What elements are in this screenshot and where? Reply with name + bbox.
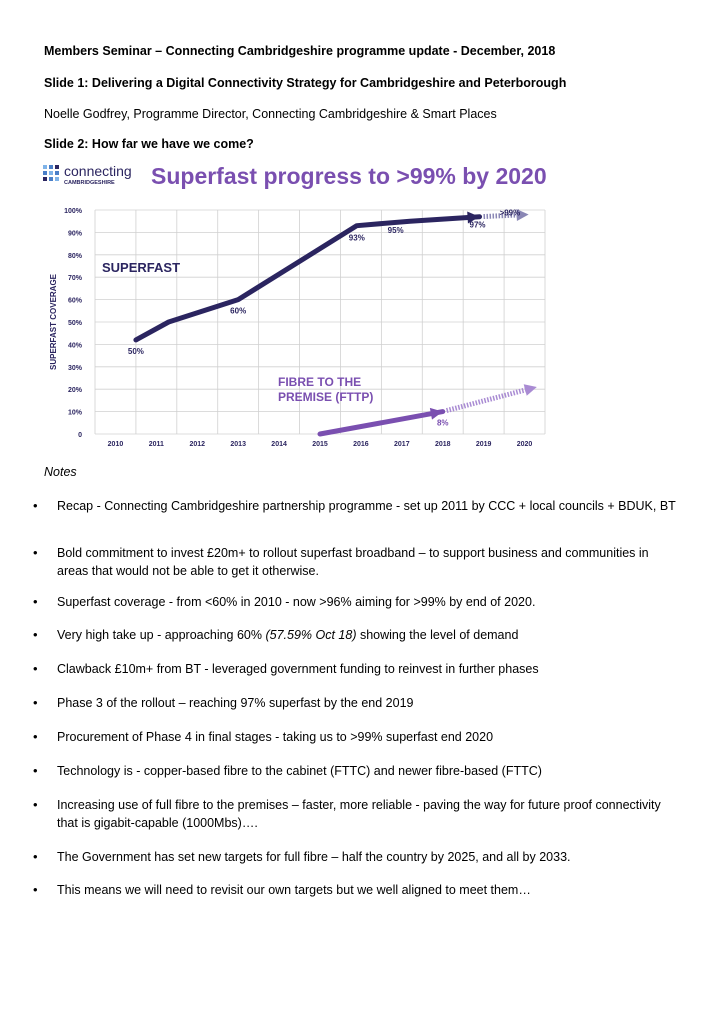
bullet-4-text: Very high take up - approaching 60% (57.… (57, 628, 519, 642)
list-item: • Technology is - copper-based fibre to t… (33, 763, 542, 778)
x-tick-label: 2019 (476, 441, 492, 448)
x-tick-labels: 2010 2011 2012 2013 2014 2015 2016 2017 2018 2019… (108, 441, 533, 448)
slide-image: connecting CAMBRIDGESHIRE Superfast prog… (43, 163, 547, 448)
data-label: 50% (128, 347, 144, 356)
list-item: • Phase 3 of the rollout – reaching 97% s… (33, 695, 414, 710)
y-tick-label: 90% (68, 230, 83, 237)
x-tick-label: 2010 (108, 441, 124, 448)
presenter-line: Noelle Godfrey, Programme Director, Conn… (44, 107, 497, 121)
projection-line-1 (445, 387, 528, 414)
x-tick-label: 2017 (394, 441, 410, 448)
x-tick-label: 2016 (353, 441, 369, 448)
series-arrowhead-0 (467, 211, 480, 224)
logo-dots-icon (43, 165, 59, 181)
list-item: • Very high take up - approaching 60% (57… (33, 627, 519, 642)
list-item: • Increasing use of full fibre to the pre… (33, 797, 661, 830)
y-tick-label: 70% (68, 275, 83, 282)
y-tick-label: 60% (68, 298, 83, 305)
data-label: 95% (388, 226, 404, 235)
y-tick-label: 20% (68, 387, 83, 394)
logo-sub-text: CAMBRIDGESHIRE (64, 180, 115, 186)
x-tick-label: 2013 (230, 441, 246, 448)
data-label: 60% (230, 307, 246, 316)
x-tick-label: 2012 (189, 441, 205, 448)
chart-series: 50% 60% 93% 95% 97% >99% 8% (128, 208, 537, 437)
projection-arrowhead-0 (516, 209, 529, 222)
superfast-series-label: SUPERFAST (102, 260, 180, 275)
y-tick-label: 10% (68, 410, 83, 417)
y-tick-label: 30% (68, 365, 83, 372)
document-title: Members Seminar – Connecting Cambridgesh… (44, 44, 556, 58)
slide-title: Superfast progress to >99% by 2020 (151, 163, 547, 189)
x-tick-label: 2011 (149, 441, 164, 448)
x-tick-label: 2014 (271, 441, 287, 448)
data-label: 8% (437, 419, 449, 428)
list-item: • Bold commitment to invest £20m+ to roll… (33, 545, 649, 578)
y-tick-label: 40% (68, 342, 83, 349)
x-tick-label: 2018 (435, 441, 451, 448)
y-tick-label: 50% (68, 320, 83, 327)
fttp-series-label-line2: PREMISE (FTTP) (278, 390, 373, 404)
data-label: 97% (470, 221, 486, 230)
y-tick-labels: 0 10% 20% 30% 40% 50% 60% 70% 80% 90% 100% (64, 208, 83, 439)
data-label: 93% (349, 234, 365, 243)
data-label: >99% (500, 208, 521, 217)
projection-arrowhead-1 (523, 384, 537, 396)
x-tick-label: 2020 (517, 441, 533, 448)
list-item: • This means we will need to revisit our … (33, 882, 531, 897)
list-item: • Procurement of Phase 4 in final stages … (33, 729, 494, 744)
x-tick-label: 2015 (312, 441, 328, 448)
slide-1-heading: Slide 1: Delivering a Digital Connectivi… (44, 76, 567, 90)
logo-main-text: connecting (64, 163, 132, 179)
slide-2-heading: Slide 2: How far we have we come? (44, 137, 254, 151)
y-axis-label: SUPERFAST COVERAGE (49, 273, 58, 370)
series-arrowhead-1 (429, 407, 443, 420)
y-tick-label: 80% (68, 253, 83, 260)
list-item: • Superfast coverage - from <60% in 2010 … (33, 594, 536, 609)
list-item: • The Government has set new targets for … (33, 849, 571, 864)
list-item: • Clawback £10m+ from BT - leveraged gove… (33, 661, 539, 676)
y-tick-label: 100% (64, 208, 83, 215)
notes-label: Notes (44, 465, 77, 479)
fttp-series-label-line1: FIBRE TO THE (278, 375, 361, 389)
list-item: • Recap - Connecting Cambridgeshire partn… (33, 498, 676, 513)
y-tick-label: 0 (78, 432, 82, 439)
connecting-logo: connecting CAMBRIDGESHIRE (43, 163, 132, 186)
series-line-0 (133, 214, 483, 343)
series-line-1 (317, 409, 446, 437)
